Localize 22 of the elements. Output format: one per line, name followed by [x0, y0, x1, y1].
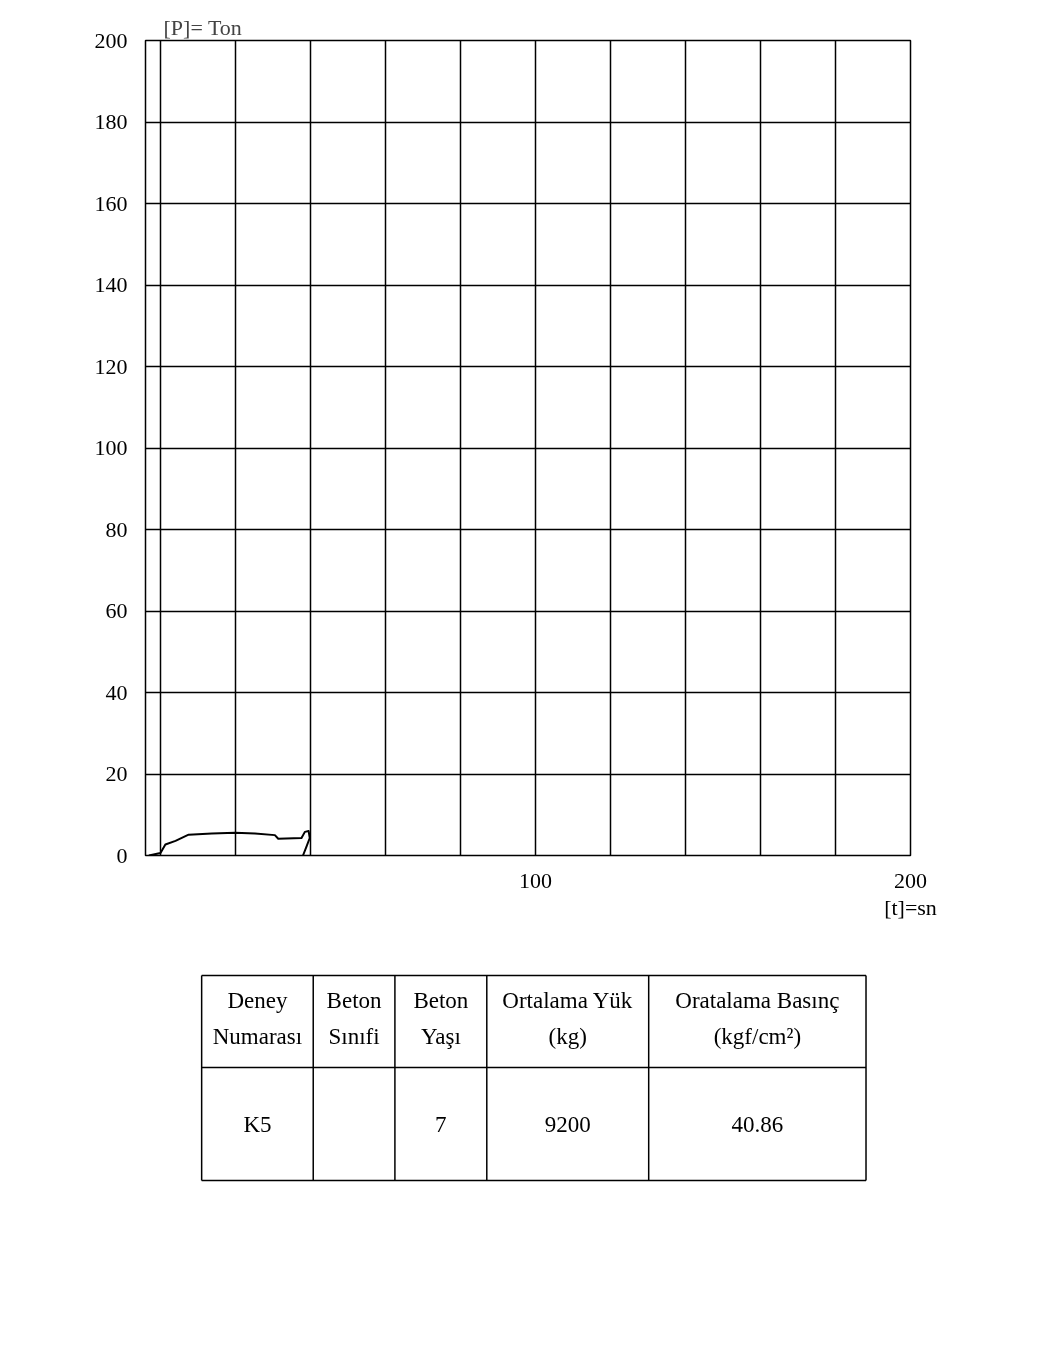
y-tick-label: 180	[94, 109, 128, 134]
y-tick-label: 0	[116, 842, 128, 868]
y-tick-label: 40	[105, 679, 128, 705]
y-tick-label: 120	[94, 353, 128, 379]
text: 7	[435, 1112, 447, 1137]
y-axis-title: [P]= Ton	[163, 14, 242, 40]
text: 9200	[544, 1112, 591, 1137]
y-tick-label: 20	[105, 761, 128, 786]
text: Beton Yaşı	[413, 988, 469, 1049]
text: Beton Sınıfi	[326, 988, 383, 1049]
y-tick-label: 60	[105, 598, 128, 623]
y-tick-label: 100	[94, 435, 128, 460]
x-axis-title: [t]=sn	[884, 894, 937, 920]
y-tick-label: 140	[94, 272, 128, 297]
y-tick-label: 80	[105, 516, 128, 542]
text: Ortalama Yük (kg)	[502, 988, 633, 1049]
text: Deney Numarası	[212, 988, 303, 1049]
text: Oratalama Basınç (kgf/cm²)	[675, 988, 840, 1049]
text: K5	[243, 1112, 272, 1137]
y-tick-label: 200	[94, 27, 128, 53]
y-tick-label: 160	[94, 190, 128, 216]
text: 40.86	[731, 1112, 784, 1137]
